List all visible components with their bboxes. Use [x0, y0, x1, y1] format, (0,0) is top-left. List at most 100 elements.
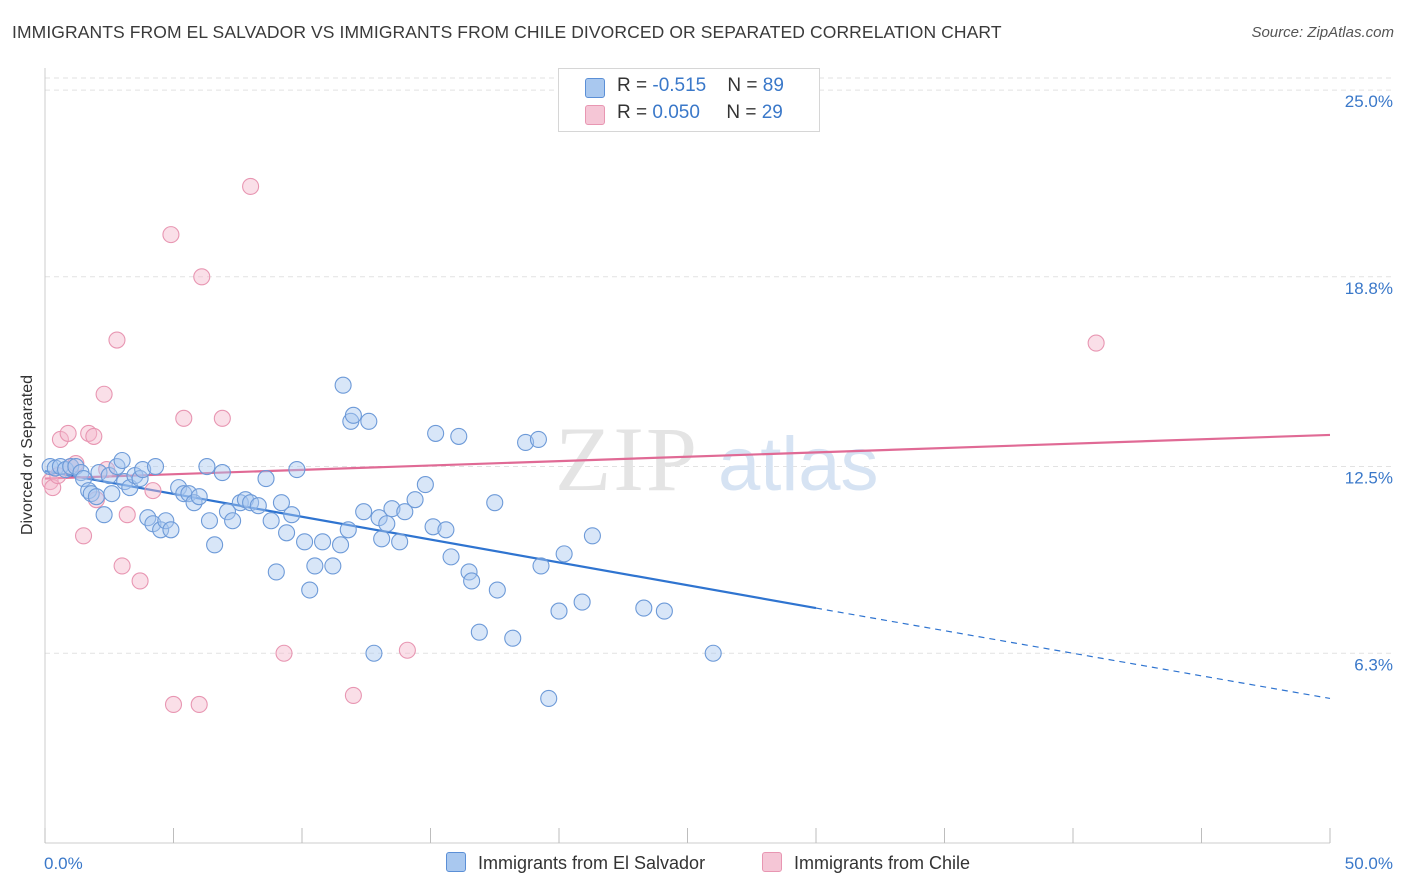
data-point-el-salvador: [488, 581, 506, 599]
data-point-el-salvador: [278, 524, 296, 542]
data-point-chile: [85, 427, 103, 445]
data-point-el-salvador: [378, 515, 396, 533]
data-point-el-salvador: [301, 581, 319, 599]
legend-r-label: R =: [617, 102, 653, 123]
data-point-el-salvador: [180, 485, 198, 503]
data-point-el-salvador: [162, 521, 180, 539]
bottom-legend-swatch-blue: [446, 852, 466, 872]
data-point-el-salvador: [486, 494, 504, 512]
data-point-el-salvador: [437, 521, 455, 539]
chart-title: IMMIGRANTS FROM EL SALVADOR VS IMMIGRANT…: [12, 22, 1002, 42]
data-point-el-salvador: [218, 503, 237, 521]
data-point-chile: [275, 644, 293, 662]
data-point-el-salvador: [635, 599, 653, 617]
data-point-el-salvador: [62, 457, 80, 476]
data-point-el-salvador: [249, 497, 267, 515]
data-point-chile: [398, 641, 416, 659]
legend-swatch-pink: [585, 105, 605, 125]
data-point-el-salvador: [504, 629, 522, 647]
data-point-el-salvador: [334, 376, 352, 394]
data-point-el-salvador: [450, 427, 468, 445]
y-tick-label: 25.0%: [1345, 92, 1393, 111]
data-point-el-salvador: [190, 488, 208, 506]
data-point-el-salvador: [82, 485, 100, 503]
data-point-chile: [95, 385, 113, 403]
data-point-el-salvador: [51, 457, 69, 476]
data-point-el-salvador: [470, 623, 488, 641]
data-point-chile: [164, 695, 183, 714]
series-el-salvador-points: [41, 376, 722, 707]
data-point-el-salvador: [288, 460, 306, 479]
data-point-el-salvador: [90, 464, 108, 482]
data-point-chile: [75, 527, 93, 545]
bottom-legend-label: Immigrants from El Salvador: [478, 853, 706, 873]
data-point-el-salvador: [198, 457, 216, 476]
data-point-el-salvador: [283, 506, 301, 524]
data-point-chile: [113, 557, 131, 575]
data-point-el-salvador: [406, 491, 424, 509]
legend-swatch-blue: [585, 78, 605, 98]
y-tick-label: 12.5%: [1345, 469, 1393, 488]
data-point-el-salvador: [231, 494, 249, 512]
data-point-el-salvador: [306, 557, 324, 575]
data-point-el-salvador: [396, 503, 414, 521]
bottom-legend-el-salvador: Immigrants from El Salvador: [446, 852, 705, 874]
data-point-el-salvador: [103, 485, 121, 503]
data-point-el-salvador: [427, 424, 445, 442]
data-point-el-salvador: [344, 406, 362, 424]
data-point-el-salvador: [532, 557, 550, 575]
data-point-chile: [190, 695, 208, 714]
data-point-chile: [59, 424, 77, 442]
watermark-atlas: atlas: [718, 422, 879, 507]
legend-r-label: R =: [617, 75, 653, 96]
data-point-chile: [193, 268, 211, 286]
data-point-chile: [144, 482, 162, 500]
correlation-legend: R = -0.515 N = 89 R = 0.050 N = 29: [558, 68, 820, 132]
bottom-legend-chile: Immigrants from Chile: [762, 852, 970, 874]
trend-line-el-salvador-extrapolated: [815, 607, 1331, 700]
data-point-el-salvador: [383, 500, 401, 518]
data-point-el-salvador: [314, 533, 332, 551]
data-point-el-salvador: [206, 536, 224, 554]
data-point-el-salvador: [272, 494, 290, 512]
bottom-legend-label: Immigrants from Chile: [794, 853, 971, 873]
y-tick-label: 18.8%: [1345, 279, 1393, 298]
data-point-el-salvador: [95, 506, 113, 524]
data-point-el-salvador: [655, 602, 673, 620]
data-point-chile: [213, 409, 231, 427]
data-point-chile: [1087, 334, 1105, 352]
data-point-el-salvador: [296, 533, 314, 551]
data-point-chile: [344, 686, 362, 704]
data-point-chile: [242, 177, 260, 195]
data-point-el-salvador: [365, 644, 383, 662]
data-point-el-salvador: [391, 533, 409, 551]
data-point-el-salvador: [134, 460, 152, 479]
data-point-el-salvador: [442, 548, 460, 566]
data-point-el-salvador: [157, 512, 175, 530]
data-point-chile: [175, 409, 193, 427]
data-point-el-salvador: [224, 512, 242, 530]
legend-r-value: -0.515: [652, 75, 707, 96]
axes: [44, 68, 1331, 844]
y-tick-label: 6.3%: [1354, 655, 1393, 674]
data-point-chile: [108, 331, 126, 349]
data-point-el-salvador: [517, 433, 535, 451]
data-point-el-salvador: [87, 488, 105, 506]
data-point-el-salvador: [416, 476, 434, 494]
data-point-el-salvador: [152, 521, 170, 539]
legend-r-value: 0.050: [652, 102, 700, 123]
data-point-el-salvador: [200, 512, 219, 530]
data-point-el-salvador: [540, 689, 558, 707]
data-point-el-salvador: [704, 644, 722, 662]
data-point-el-salvador: [267, 563, 285, 581]
data-point-el-salvador: [373, 530, 391, 548]
trend-line-chile: [44, 433, 1331, 480]
data-point-el-salvador: [360, 412, 378, 430]
data-point-el-salvador: [550, 602, 568, 620]
data-point-chile: [80, 424, 98, 442]
data-point-el-salvador: [463, 572, 481, 590]
data-point-chile: [118, 506, 136, 524]
legend-n-value: 29: [761, 102, 783, 123]
data-point-el-salvador: [555, 545, 573, 563]
data-point-el-salvador: [146, 457, 165, 476]
